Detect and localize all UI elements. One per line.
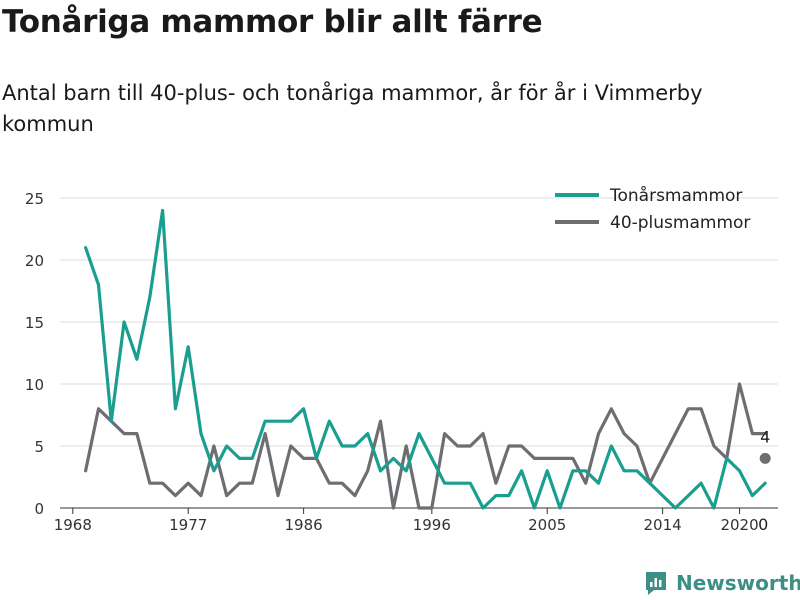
y-tick-label: 20: [25, 252, 44, 270]
y-tick-label: 0: [34, 500, 44, 518]
end-value-label: 4: [760, 427, 770, 446]
y-tick-label: 15: [25, 314, 44, 332]
x-tick-label: 2014: [644, 516, 682, 534]
legend-label-40-plusmammor: 40-plusmammor: [610, 213, 750, 233]
legend-label-tonarsmammor: Tonårsmammor: [609, 185, 742, 206]
logo-text: Newsworthy: [676, 571, 800, 595]
x-tick-label: 1968: [54, 516, 92, 534]
series-line-tonarsmammor: [83, 208, 767, 510]
y-tick-label: 10: [25, 376, 44, 394]
y-tick-label: 25: [25, 190, 44, 208]
x-tick-label: 1996: [413, 516, 451, 534]
newsworthy-logo-icon: [646, 572, 666, 595]
end-point-marker: [759, 452, 771, 464]
end-value-label: 0: [758, 515, 768, 534]
y-tick-label: 5: [34, 438, 44, 456]
series-line-40-plusmammor: [83, 382, 767, 510]
newsworthy-logo[interactable]: Newsworthy: [644, 568, 800, 598]
x-tick-label: 2005: [528, 516, 566, 534]
chart-subtitle: Antal barn till 40-plus- och tonåriga ma…: [2, 81, 703, 136]
x-tick-label: 1977: [169, 516, 207, 534]
x-tick-label: 2020: [720, 516, 758, 534]
chart-title: Tonåriga mammor blir allt färre: [2, 4, 543, 40]
x-tick-label: 1986: [285, 516, 323, 534]
